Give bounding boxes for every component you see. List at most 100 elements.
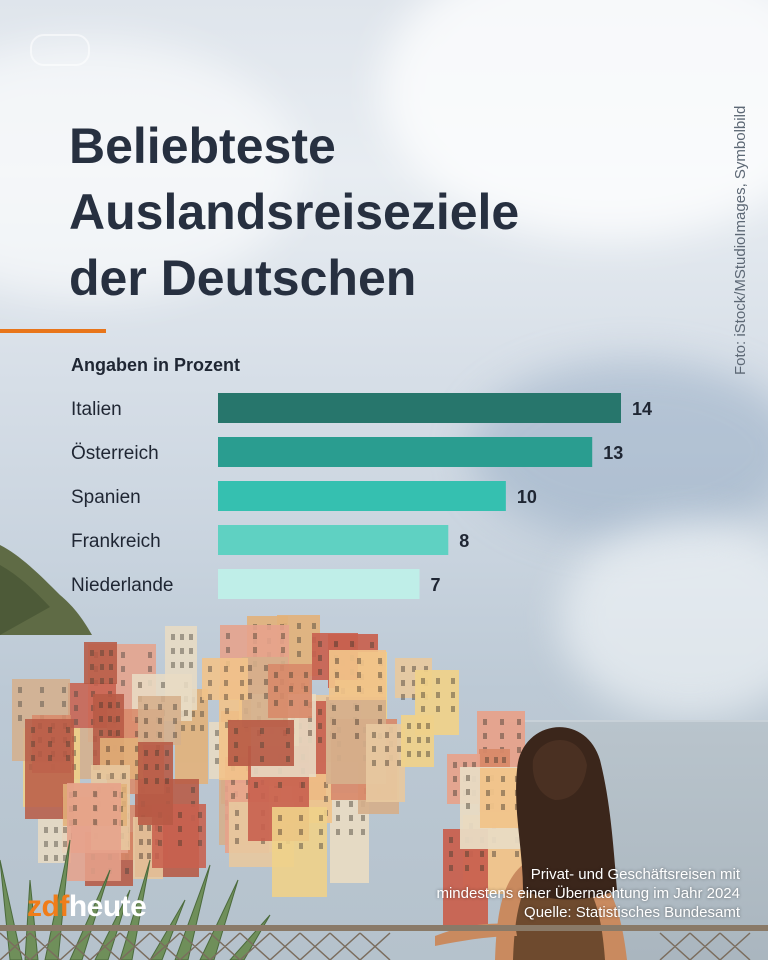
- window: [134, 717, 139, 724]
- window: [264, 664, 269, 671]
- window: [335, 672, 339, 679]
- window: [264, 692, 269, 699]
- window: [44, 855, 48, 862]
- page-title: Beliebteste Auslandsreiseziele der Deuts…: [69, 118, 520, 306]
- window: [317, 736, 322, 743]
- window: [319, 814, 324, 821]
- window: [154, 750, 159, 757]
- window: [274, 700, 278, 707]
- window: [99, 678, 104, 685]
- window: [158, 703, 163, 710]
- window: [171, 633, 175, 640]
- window: [278, 842, 282, 849]
- bar-category-label: Italien: [71, 399, 122, 420]
- window: [397, 746, 402, 753]
- window: [53, 841, 58, 848]
- window: [401, 680, 405, 687]
- window: [449, 865, 453, 872]
- window: [191, 801, 196, 808]
- window: [190, 710, 195, 717]
- building: [202, 658, 248, 701]
- window: [223, 666, 228, 673]
- window: [449, 837, 453, 844]
- window: [119, 792, 124, 799]
- window: [171, 661, 175, 668]
- window: [165, 750, 170, 757]
- window: [253, 633, 258, 640]
- window: [91, 690, 95, 697]
- bar: [218, 393, 621, 423]
- window: [372, 746, 376, 753]
- bar-value-label: 8: [459, 531, 469, 551]
- window: [120, 759, 125, 766]
- window: [119, 820, 124, 827]
- window: [208, 666, 212, 673]
- bar-value-label: 10: [517, 487, 537, 507]
- window: [235, 838, 239, 845]
- window: [378, 704, 383, 711]
- window: [401, 666, 405, 673]
- footnote: Privat- und Geschäftsreisen mit mindeste…: [436, 865, 740, 922]
- window: [514, 851, 519, 858]
- bar-category-label: Spanien: [71, 487, 141, 508]
- window: [355, 732, 359, 739]
- window: [48, 741, 53, 748]
- window: [112, 790, 117, 797]
- window: [297, 650, 302, 657]
- window: [147, 853, 152, 860]
- window: [31, 727, 35, 734]
- window: [480, 851, 485, 858]
- brand-heute-text: heute: [68, 890, 147, 923]
- window: [416, 736, 421, 743]
- window: [412, 666, 417, 673]
- window: [72, 736, 77, 743]
- window: [336, 829, 340, 836]
- window: [63, 855, 68, 862]
- window: [303, 700, 308, 707]
- bar-category-label: Österreich: [71, 443, 159, 464]
- window: [286, 755, 290, 762]
- window: [286, 741, 290, 748]
- window: [106, 759, 110, 766]
- window: [158, 717, 163, 724]
- building: [480, 768, 524, 829]
- window: [239, 680, 244, 687]
- window: [332, 732, 336, 739]
- window: [197, 812, 202, 819]
- window: [412, 694, 417, 701]
- woman-illustration: [435, 727, 627, 960]
- window: [378, 658, 383, 665]
- window: [416, 750, 421, 757]
- window: [189, 633, 194, 640]
- window: [172, 717, 177, 724]
- window: [412, 680, 417, 687]
- bar-value-label: 7: [431, 575, 441, 595]
- window: [74, 704, 78, 711]
- window: [466, 788, 470, 795]
- window: [53, 855, 58, 862]
- window: [355, 718, 359, 725]
- window: [421, 706, 425, 713]
- window: [466, 802, 470, 809]
- window: [303, 686, 308, 693]
- window: [92, 804, 97, 811]
- window: [107, 702, 112, 709]
- window: [516, 732, 521, 739]
- window: [466, 774, 470, 781]
- window: [450, 678, 455, 685]
- window: [215, 730, 219, 737]
- window: [453, 776, 457, 783]
- window: [74, 718, 78, 725]
- window: [63, 841, 68, 848]
- window: [134, 759, 139, 766]
- window: [72, 750, 77, 757]
- window: [407, 736, 411, 743]
- window: [278, 814, 282, 821]
- window: [319, 842, 324, 849]
- window: [264, 678, 269, 685]
- window: [317, 722, 322, 729]
- window: [147, 652, 152, 659]
- window: [223, 694, 228, 701]
- window: [73, 818, 77, 825]
